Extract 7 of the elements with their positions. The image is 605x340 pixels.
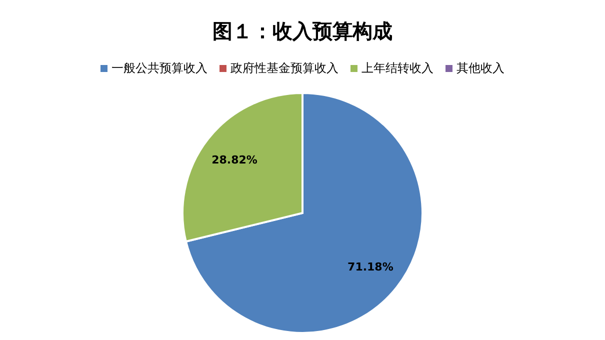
legend-label: 政府性基金预算收入 bbox=[230, 61, 338, 75]
data-label: 71.18% bbox=[348, 260, 394, 274]
legend-label: 上年结转收入 bbox=[362, 61, 434, 75]
legend-label: 其他收入 bbox=[456, 61, 504, 75]
legend-label: 一般公共预算收入 bbox=[112, 61, 208, 75]
data-label: 28.82% bbox=[212, 154, 258, 167]
chart-title: 图１：收入预算构成 bbox=[212, 19, 392, 43]
